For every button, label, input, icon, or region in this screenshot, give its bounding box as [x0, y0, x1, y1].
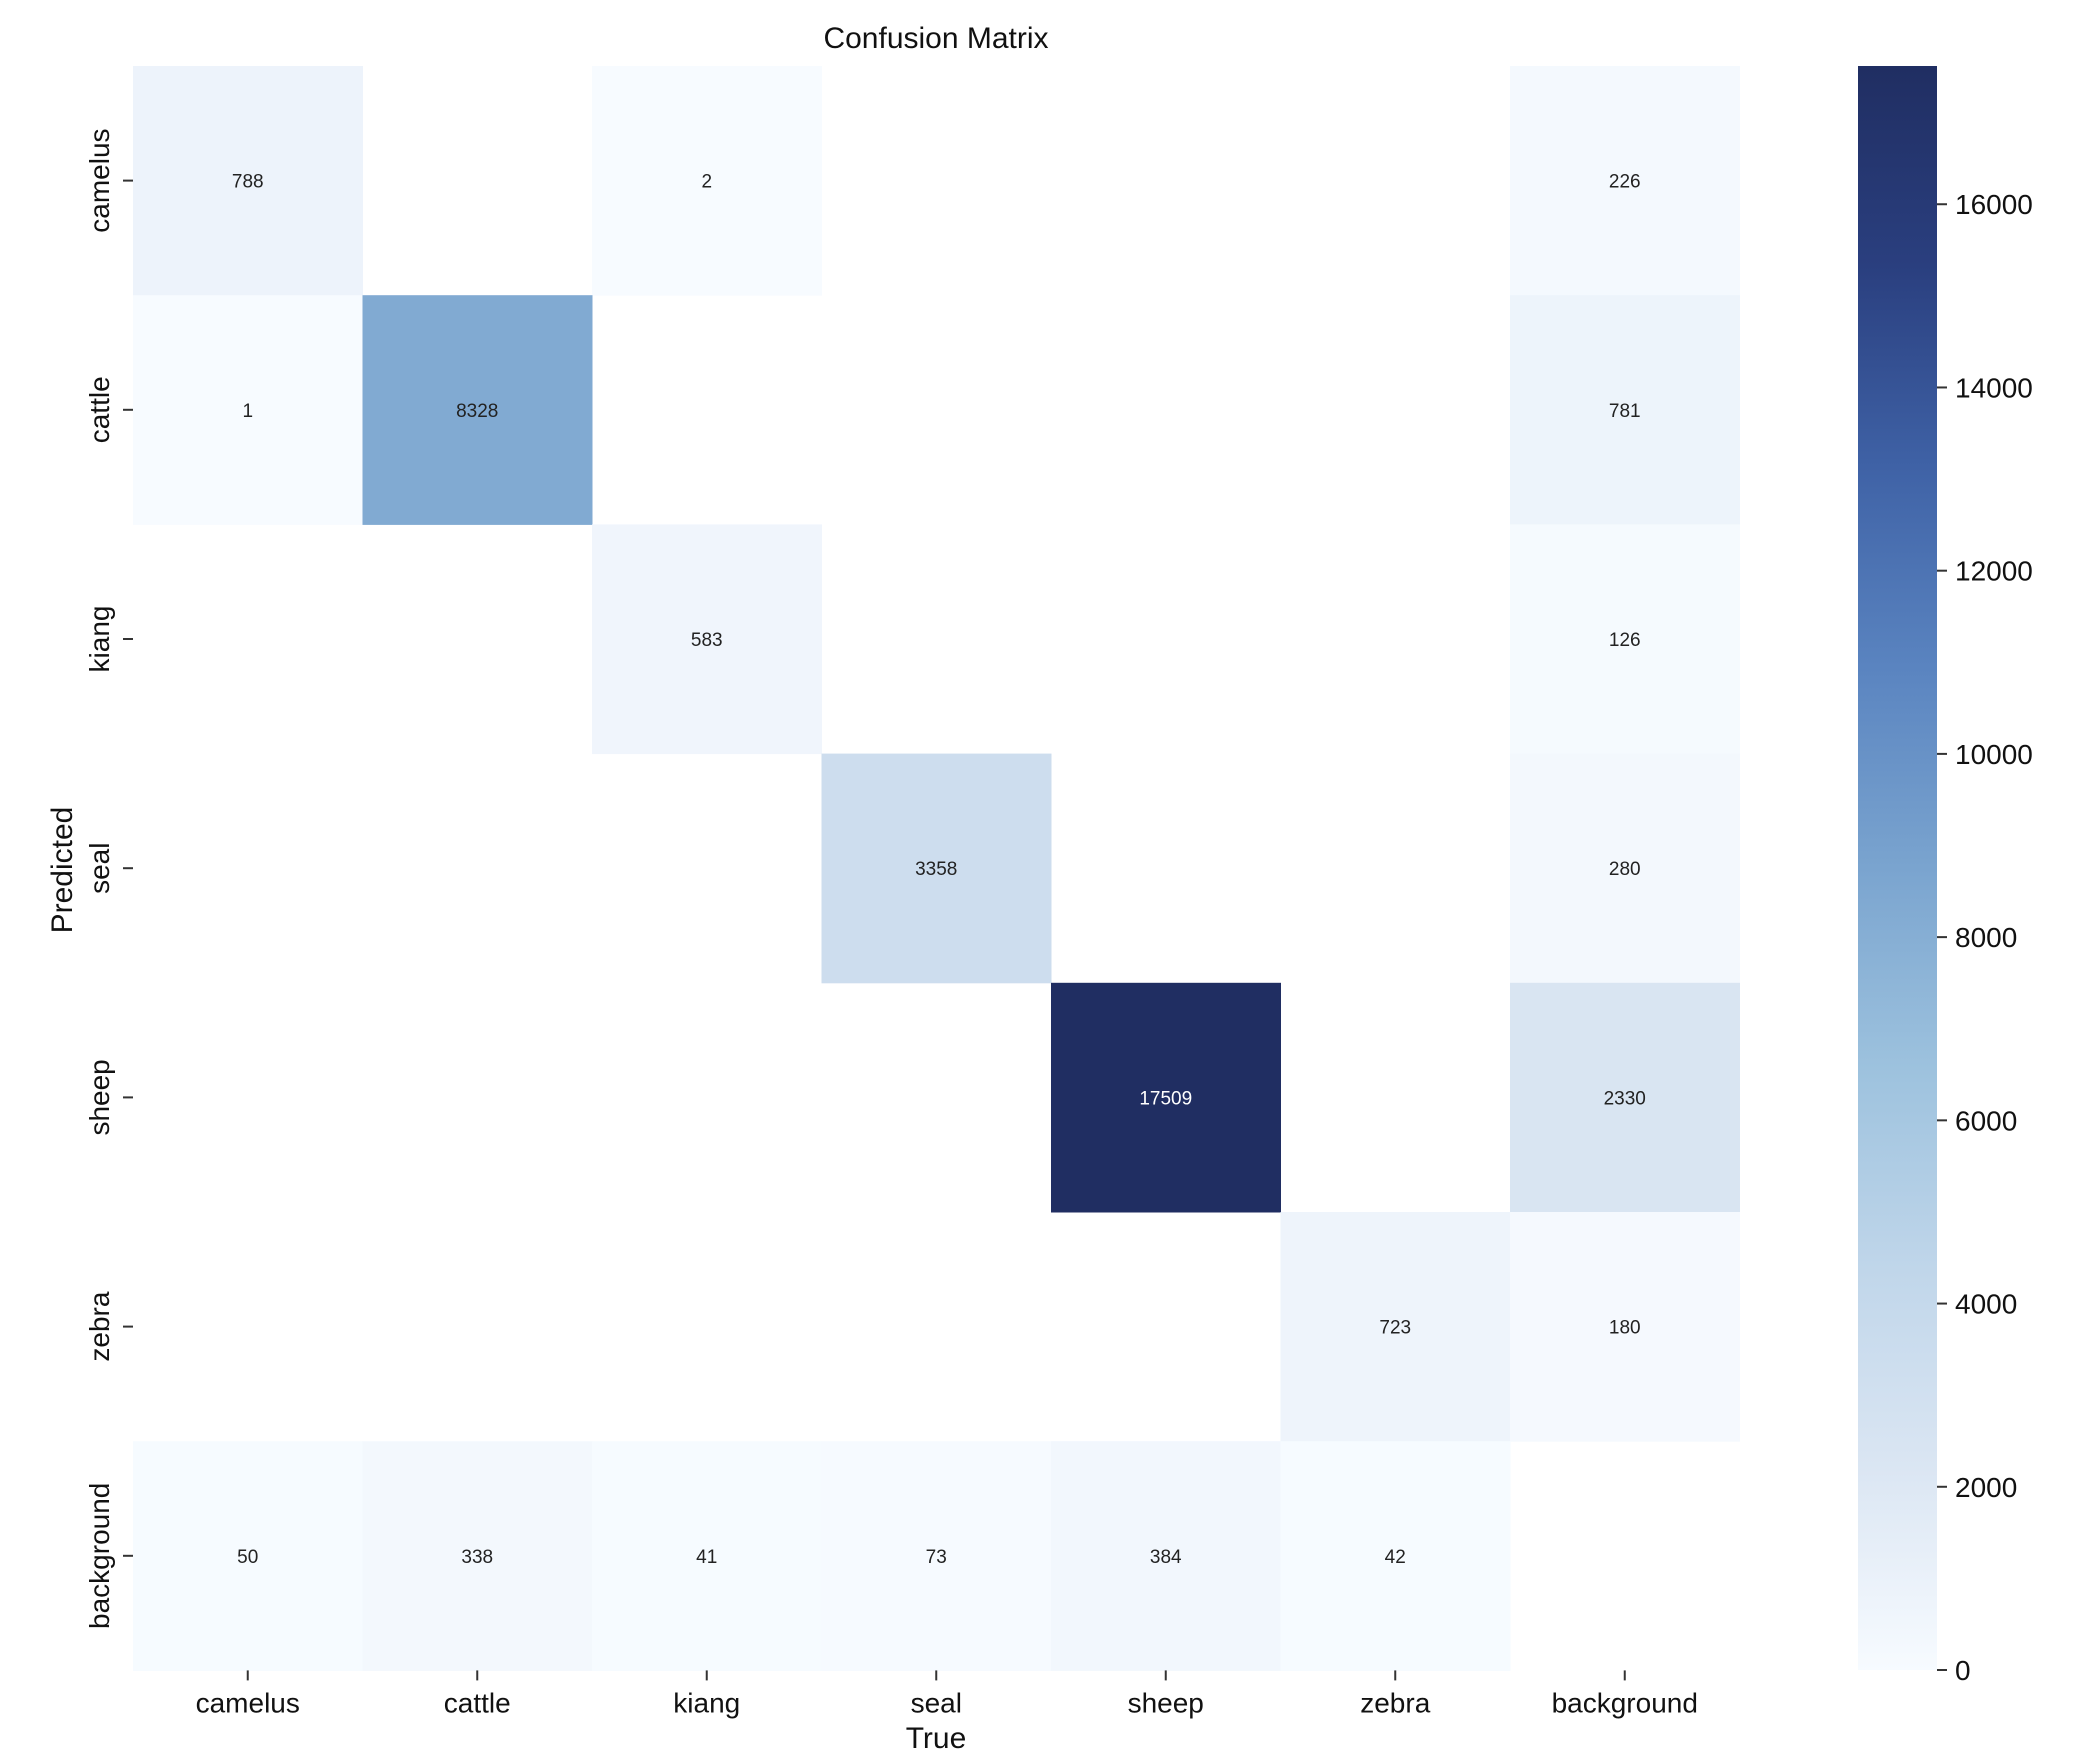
cell-value-label: 226 — [1609, 172, 1641, 193]
y-axis-ticks: camelus cattle kiang seal sheep zebra backgrou… — [84, 128, 133, 1629]
cell-background-zebra — [1280, 1441, 1511, 1671]
y-tick-label: kiang — [84, 606, 115, 673]
colorbar-ticks: 0 2000 4000 6000 8000 10000 12000 14000 16000 — [1937, 189, 2033, 1686]
cell-value-label: 280 — [1609, 859, 1641, 880]
cell-value-label: 50 — [237, 1547, 258, 1568]
cell-value-label: 73 — [926, 1547, 947, 1568]
colorbar-tick-label: 6000 — [1955, 1105, 2017, 1136]
cell-value-label: 781 — [1609, 401, 1641, 422]
cell-value-label: 1 — [242, 401, 253, 422]
cell-background-kiang — [592, 1441, 822, 1671]
colorbar-tick-label: 2000 — [1955, 1472, 2017, 1503]
cell-sheep-sheep — [1051, 982, 1281, 1213]
y-axis-label: Predicted — [46, 807, 79, 934]
y-tick-label: seal — [84, 843, 115, 894]
cell-background-sheep — [1051, 1441, 1281, 1671]
cell-zebra-zebra — [1280, 1212, 1511, 1442]
heatmap-cell-labels: 788 2 226 1 8328 781 583 126 3358 280 17509 2330 723… — [232, 172, 1646, 1568]
heatmap-cells — [133, 66, 1740, 1671]
y-tick-label: zebra — [84, 1291, 115, 1361]
colorbar-tick-label: 8000 — [1955, 922, 2017, 953]
cell-background-seal — [821, 1441, 1052, 1671]
chart-title: Confusion Matrix — [823, 22, 1048, 55]
cell-value-label: 8328 — [456, 401, 498, 422]
y-tick-label: background — [84, 1483, 115, 1629]
cell-kiang-kiang — [592, 524, 822, 755]
cell-value-label: 42 — [1385, 1547, 1406, 1568]
x-tick-label: sheep — [1128, 1687, 1204, 1718]
cell-value-label: 338 — [461, 1547, 493, 1568]
cell-sheep-background — [1510, 982, 1740, 1213]
cell-seal-seal — [821, 753, 1052, 984]
x-tick-label: zebra — [1360, 1687, 1430, 1718]
y-tick-label: sheep — [84, 1059, 115, 1135]
cell-value-label: 41 — [696, 1547, 717, 1568]
x-tick-label: camelus — [196, 1687, 300, 1718]
cell-background-cattle — [362, 1441, 593, 1671]
colorbar-tick-label: 16000 — [1955, 189, 2033, 220]
cell-value-label: 2 — [701, 172, 712, 193]
cell-value-label: 17509 — [1139, 1088, 1192, 1109]
colorbar-tick-label: 10000 — [1955, 739, 2033, 770]
y-tick-label: cattle — [84, 376, 115, 443]
x-tick-label: kiang — [673, 1687, 740, 1718]
cell-value-label: 180 — [1609, 1318, 1641, 1339]
cell-background-camelus — [133, 1441, 363, 1671]
cell-value-label: 2330 — [1604, 1088, 1646, 1109]
cell-cattle-cattle — [362, 295, 593, 525]
cell-value-label: 583 — [691, 630, 723, 651]
y-tick-label: camelus — [84, 128, 115, 232]
cell-value-label: 788 — [232, 172, 264, 193]
cell-value-label: 126 — [1609, 630, 1641, 651]
cell-cattle-camelus — [133, 295, 363, 525]
x-axis-label: True — [906, 1722, 967, 1752]
x-tick-label: background — [1552, 1687, 1698, 1718]
x-tick-label: seal — [911, 1687, 962, 1718]
cell-zebra-background — [1510, 1212, 1740, 1442]
colorbar-tick-label: 4000 — [1955, 1289, 2017, 1320]
cell-value-label: 384 — [1150, 1547, 1182, 1568]
cell-camelus-camelus — [133, 66, 363, 296]
x-tick-label: cattle — [444, 1687, 511, 1718]
cell-seal-background — [1510, 753, 1740, 984]
cell-kiang-background — [1510, 524, 1740, 755]
cell-camelus-background — [1510, 66, 1740, 296]
colorbar — [1858, 66, 1937, 1670]
colorbar-tick-label: 14000 — [1955, 372, 2033, 403]
colorbar-tick-label: 12000 — [1955, 556, 2033, 587]
colorbar-tick-label: 0 — [1955, 1655, 1971, 1686]
cell-value-label: 3358 — [915, 859, 957, 880]
cell-value-label: 723 — [1379, 1318, 1411, 1339]
x-axis-ticks: camelus cattle kiang seal sheep zebra backgrou… — [196, 1670, 1698, 1718]
cell-cattle-background — [1510, 295, 1740, 525]
cell-camelus-kiang — [592, 66, 822, 296]
